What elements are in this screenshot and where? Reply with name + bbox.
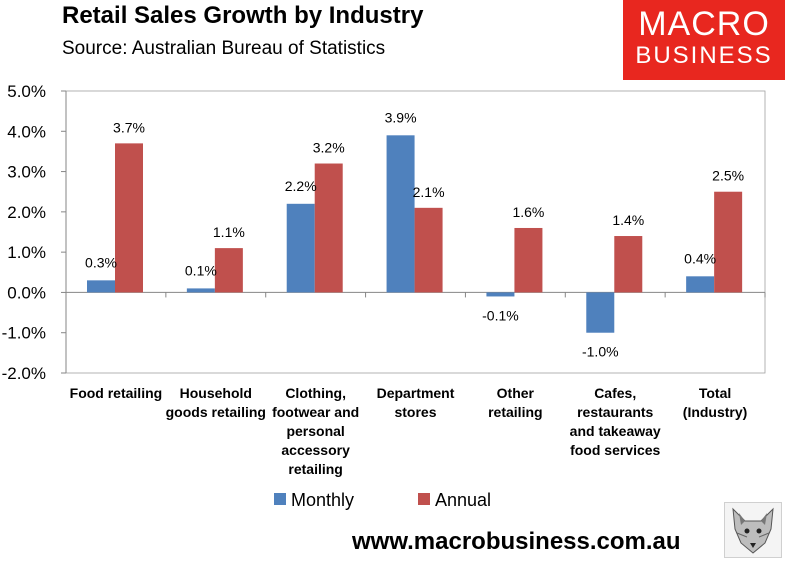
category-label-line: (Industry) bbox=[683, 404, 748, 420]
category-label-line: Clothing, bbox=[285, 385, 346, 401]
data-label-monthly-2: 2.2% bbox=[285, 178, 317, 194]
legend-label-annual: Annual bbox=[435, 490, 491, 510]
y-tick-label: 2.0% bbox=[7, 203, 46, 222]
category-label-line: goods retailing bbox=[166, 404, 266, 420]
y-tick-label: 3.0% bbox=[7, 163, 46, 182]
data-label-annual-0: 3.7% bbox=[113, 119, 145, 135]
data-label-monthly-6: 0.4% bbox=[684, 250, 716, 266]
data-label-annual-3: 2.1% bbox=[413, 184, 445, 200]
bar-monthly-2 bbox=[286, 203, 315, 293]
data-label-annual-6: 2.5% bbox=[712, 168, 744, 184]
chart-subtitle: Source: Australian Bureau of Statistics bbox=[62, 38, 386, 59]
data-label-monthly-4: -0.1% bbox=[482, 307, 519, 323]
category-label-line: retailing bbox=[288, 461, 342, 477]
logo-line-2: BUSINESS bbox=[635, 42, 773, 69]
category-label-line: and takeaway bbox=[570, 423, 661, 439]
y-tick-label: 1.0% bbox=[7, 243, 46, 262]
category-label: Food retailing bbox=[70, 385, 163, 401]
category-label: Cafes, restaurants and takeaway food servic… bbox=[570, 385, 661, 458]
legend-swatch-monthly bbox=[274, 493, 286, 505]
bar-annual-4 bbox=[514, 227, 543, 293]
category-label-line: Food retailing bbox=[70, 385, 163, 401]
bar-annual-6 bbox=[714, 191, 743, 293]
category-label-line: Cafes, bbox=[594, 385, 636, 401]
category-label-line: Other bbox=[497, 385, 535, 401]
y-tick-label: 0.0% bbox=[7, 283, 46, 302]
bar-monthly-6 bbox=[686, 276, 715, 293]
category-label-line: food services bbox=[570, 442, 660, 458]
bar-annual-2 bbox=[314, 163, 343, 293]
category-label: Clothing, footwear and personal accessory re… bbox=[272, 385, 359, 477]
category-label-line: restaurants bbox=[577, 404, 653, 420]
category-label: Department stores bbox=[377, 385, 455, 420]
category-label-line: stores bbox=[394, 404, 436, 420]
y-tick-label: -2.0% bbox=[2, 364, 46, 383]
y-tick-label: 5.0% bbox=[7, 82, 46, 101]
chart-title: Retail Sales Growth by Industry bbox=[62, 2, 424, 29]
bar-annual-1 bbox=[214, 248, 243, 293]
category-label-line: Department bbox=[377, 385, 455, 401]
bar-monthly-1 bbox=[186, 288, 215, 293]
bar-annual-0 bbox=[115, 143, 143, 293]
category-label-line: personal bbox=[286, 423, 344, 439]
bar-monthly-3 bbox=[386, 135, 415, 293]
category-label-line: retailing bbox=[488, 404, 542, 420]
legend-label-monthly: Monthly bbox=[291, 490, 354, 510]
category-label: Other retailing bbox=[488, 385, 542, 420]
category-label-line: Household bbox=[180, 385, 252, 401]
fox-icon bbox=[724, 502, 782, 558]
category-label-line: footwear and bbox=[272, 404, 359, 420]
bar-monthly-4 bbox=[486, 292, 515, 297]
category-label: Household goods retailing bbox=[166, 385, 266, 420]
category-label-line: accessory bbox=[281, 442, 350, 458]
category-label-line: Total bbox=[699, 385, 731, 401]
bar-monthly-0 bbox=[87, 280, 115, 293]
bar-annual-3 bbox=[414, 207, 443, 293]
logo-line-1: MACRO bbox=[638, 5, 770, 43]
website-url[interactable]: www.macrobusiness.com.au bbox=[352, 528, 681, 555]
data-label-annual-5: 1.4% bbox=[612, 212, 644, 228]
y-tick-label: -1.0% bbox=[2, 324, 46, 343]
data-label-monthly-1: 0.1% bbox=[185, 262, 217, 278]
macrobusiness-logo[interactable]: MACRO BUSINESS bbox=[623, 0, 785, 80]
data-label-monthly-5: -1.0% bbox=[582, 344, 619, 360]
legend-swatch-annual bbox=[418, 493, 430, 505]
category-label: Total (Industry) bbox=[683, 385, 748, 420]
data-label-annual-1: 1.1% bbox=[213, 224, 245, 240]
bar-monthly-5 bbox=[586, 292, 615, 333]
data-label-annual-2: 3.2% bbox=[313, 140, 345, 156]
data-label-monthly-0: 0.3% bbox=[85, 254, 117, 270]
bar-annual-5 bbox=[614, 236, 643, 293]
data-label-annual-4: 1.6% bbox=[512, 204, 544, 220]
y-tick-label: 4.0% bbox=[7, 122, 46, 141]
data-label-monthly-3: 3.9% bbox=[385, 109, 417, 125]
